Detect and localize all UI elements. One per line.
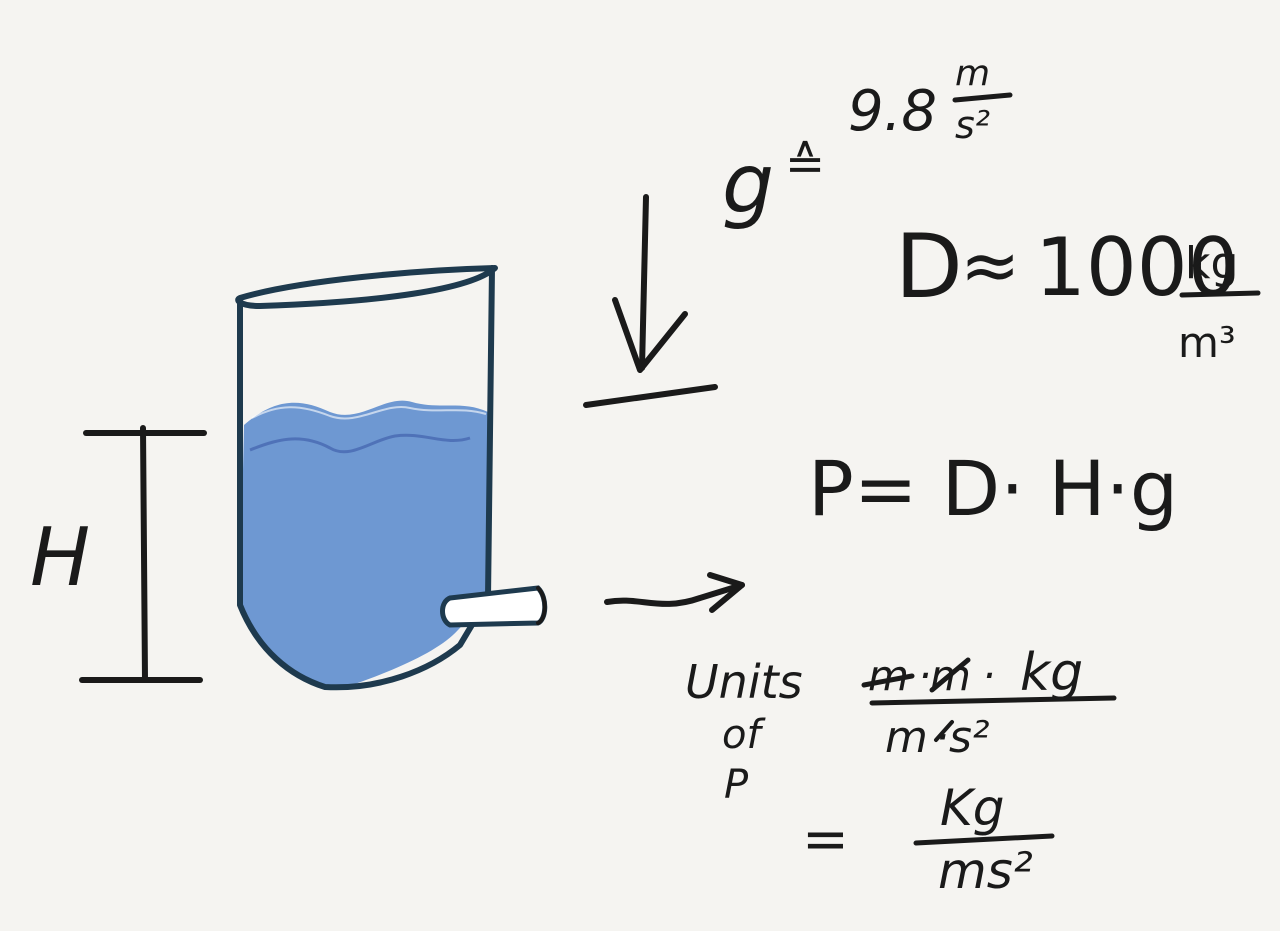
water-crest [249, 433, 471, 454]
units-line-3: P [724, 762, 749, 808]
density-unit-fraction-bar [1179, 290, 1261, 298]
gravity-expression: g ≙ 9.8 m s² [722, 53, 1013, 232]
gravity-unit-fraction-bar [952, 92, 1013, 103]
units-line-1: Units [685, 655, 803, 709]
gravity-unit-numerator: m [955, 53, 990, 94]
units-equals-sign: = [802, 807, 849, 872]
units-fraction-bar [869, 695, 1117, 706]
strikethrough-3 [934, 720, 954, 742]
gravity-symbol: g [722, 137, 774, 232]
pipe-mouth [536, 586, 547, 625]
units-numerator-dot-2: · [982, 651, 995, 700]
units-denominator-rest: ·s² [935, 712, 990, 763]
gravity-unit-denominator: s² [955, 103, 990, 147]
density-approx-sign: ≈ [960, 223, 1020, 307]
height-label: H [30, 511, 90, 604]
strikethrough-2 [929, 657, 971, 693]
gravity-value: 9.8 [848, 79, 937, 144]
water-body [240, 400, 488, 687]
units-result-denominator: ms² [938, 842, 1033, 900]
units-derivation: Units of P m · m · kg m ·s² = Kg ms² [685, 643, 1117, 900]
outflow-arrow-shaft [604, 582, 745, 607]
gravity-approx-sign: ≙ [785, 136, 825, 192]
water-tank [235, 265, 498, 691]
density-unit-numerator: kg [1185, 238, 1238, 289]
water-foam [251, 406, 487, 420]
gravity-arrow-shaft [639, 194, 649, 371]
gravity-ground-line [583, 384, 718, 408]
outflow-arrow [604, 572, 745, 613]
density-symbol: D [895, 215, 963, 318]
tank-outline [235, 265, 498, 691]
density-expression: D ≈ 1000 kg m³ [895, 215, 1261, 367]
height-vertical-bar [140, 425, 148, 683]
height-marker [79, 425, 207, 683]
gravity-arrow-head [612, 297, 688, 373]
units-denominator-struck: m [885, 712, 928, 763]
outflow-arrow-head [707, 572, 745, 613]
units-numerator-kg: kg [1020, 643, 1083, 703]
gravity-arrow [583, 194, 718, 408]
density-unit-denominator: m³ [1178, 318, 1236, 367]
units-result-fraction-bar [913, 833, 1055, 846]
units-numerator-dot-1: · [918, 651, 931, 700]
pressure-formula: P= D· H·g [808, 444, 1178, 533]
density-value: 1000 [1035, 221, 1239, 314]
outlet-pipe [440, 585, 548, 628]
units-line-2: of [722, 712, 766, 758]
units-result-numerator: Kg [940, 779, 1005, 837]
strikethrough-1 [861, 673, 915, 688]
